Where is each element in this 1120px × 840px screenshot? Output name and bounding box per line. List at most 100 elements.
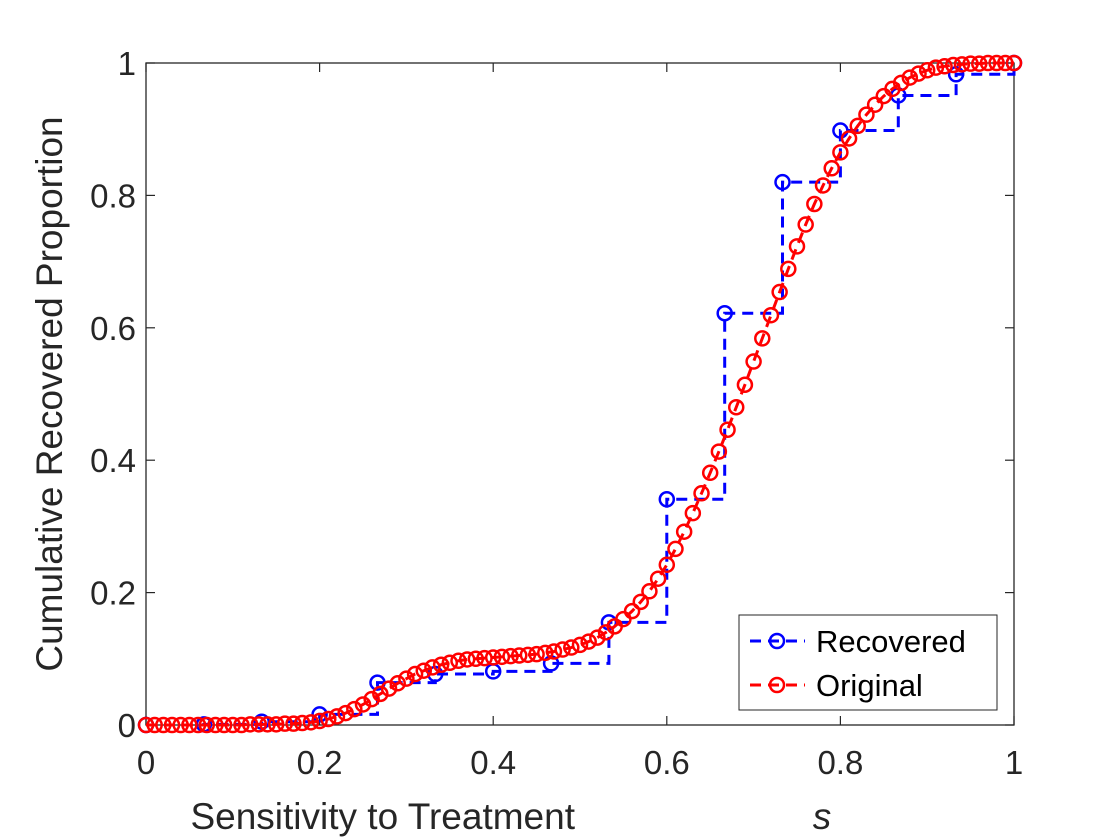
data-point-original (658, 556, 676, 574)
data-point-original (181, 716, 198, 734)
y-tick-label: 0 (118, 707, 136, 744)
data-point-original (918, 62, 936, 79)
data-point-original (693, 485, 710, 502)
data-point-original (710, 443, 728, 460)
data-point-original (510, 647, 528, 664)
data-point-original (745, 353, 762, 370)
data-point-original (537, 644, 554, 662)
data-point-original (780, 260, 797, 278)
series-line-recovered (146, 63, 1016, 727)
x-axis-variable: s (813, 796, 832, 837)
data-point-original (832, 144, 849, 161)
x-axis-label: Sensitivity to Treatment (190, 796, 575, 837)
data-point-original (858, 106, 875, 123)
x-tick-label: 0.2 (297, 744, 343, 781)
series-layer (137, 54, 1023, 734)
y-tick-label: 0.8 (90, 177, 136, 214)
data-point-original (441, 654, 459, 672)
y-tick-label: 1 (118, 45, 136, 82)
data-point-original (285, 715, 302, 732)
data-point-original (337, 704, 354, 722)
data-point-original (233, 716, 250, 734)
data-point-original (545, 643, 563, 660)
data-point-original (979, 54, 997, 72)
data-point-original (432, 656, 450, 674)
data-point-original (267, 716, 285, 733)
data-point-original (971, 55, 988, 72)
data-point-original (241, 716, 259, 733)
data-point-original (901, 69, 919, 86)
data-point-original (589, 629, 606, 646)
legend-marker-recovered (768, 632, 786, 650)
data-point-original (849, 117, 867, 135)
data-point-original (936, 58, 953, 75)
data-point-original (146, 716, 163, 734)
data-point-original (458, 651, 476, 668)
x-tick-label: 1 (1005, 744, 1023, 781)
data-point-original (224, 716, 242, 734)
y-tick-label: 0.2 (90, 575, 136, 612)
tick-labels: 0 0.2 0.4 0.6 0.8 1 0 0.2 0.4 0.6 0.8 1 (90, 45, 1023, 781)
data-point-original (554, 641, 571, 658)
data-point-original (137, 716, 155, 734)
data-point-original (641, 583, 658, 600)
data-point-original (372, 685, 389, 703)
data-point-original (892, 74, 910, 92)
data-point-original (1005, 54, 1023, 72)
y-axis-label: Cumulative Recovered Proportion (29, 116, 70, 671)
data-point-original (354, 696, 372, 713)
legend-label-original: Original (816, 668, 923, 703)
data-point-original (736, 376, 754, 393)
data-point-original (380, 680, 398, 697)
data-point-original (389, 675, 406, 692)
data-point-original (727, 398, 745, 416)
data-point-original (563, 639, 580, 656)
data-point-original (754, 330, 771, 347)
data-point-original (823, 160, 840, 177)
data-point-original (910, 65, 927, 82)
data-point-original (814, 177, 832, 194)
x-tick-label: 0.6 (644, 744, 690, 781)
legend-label-recovered: Recovered (816, 624, 966, 659)
data-point-original (215, 716, 233, 734)
data-point-original (311, 712, 328, 730)
data-point-recovered (774, 173, 791, 191)
data-point-original (320, 710, 337, 728)
data-point-original (953, 56, 971, 73)
data-point-original (684, 504, 702, 522)
data-point-original (189, 716, 207, 734)
data-point-original (632, 593, 650, 611)
data-point-original (667, 540, 684, 558)
legend: Recovered Original (738, 614, 998, 711)
data-point-original (198, 716, 216, 734)
data-point-original (962, 55, 979, 72)
data-point-original (346, 700, 363, 718)
data-point-original (701, 464, 719, 482)
data-point-original (163, 716, 181, 734)
data-point-original (302, 714, 320, 731)
x-tick-label: 0.8 (817, 744, 863, 781)
legend-box (738, 614, 998, 711)
data-point-original (719, 421, 736, 438)
data-point-original (328, 708, 346, 725)
data-point-original (623, 602, 641, 620)
data-point-original (571, 636, 589, 654)
data-point-original (502, 647, 519, 665)
x-tick-label: 0 (137, 744, 155, 781)
data-point-original (450, 652, 467, 670)
data-point-original (276, 715, 294, 732)
data-point-original (927, 59, 945, 76)
data-point-original (363, 690, 380, 708)
data-point-original (259, 716, 276, 733)
data-point-original (415, 662, 433, 679)
legend-marker-original (768, 676, 786, 694)
data-point-original (398, 670, 415, 687)
data-point-original (519, 646, 537, 664)
data-point-original (997, 54, 1014, 72)
data-point-original (476, 649, 493, 667)
data-point-recovered (716, 304, 733, 322)
data-point-original (424, 659, 441, 676)
data-point-original (484, 649, 502, 666)
data-point-original (155, 716, 172, 734)
